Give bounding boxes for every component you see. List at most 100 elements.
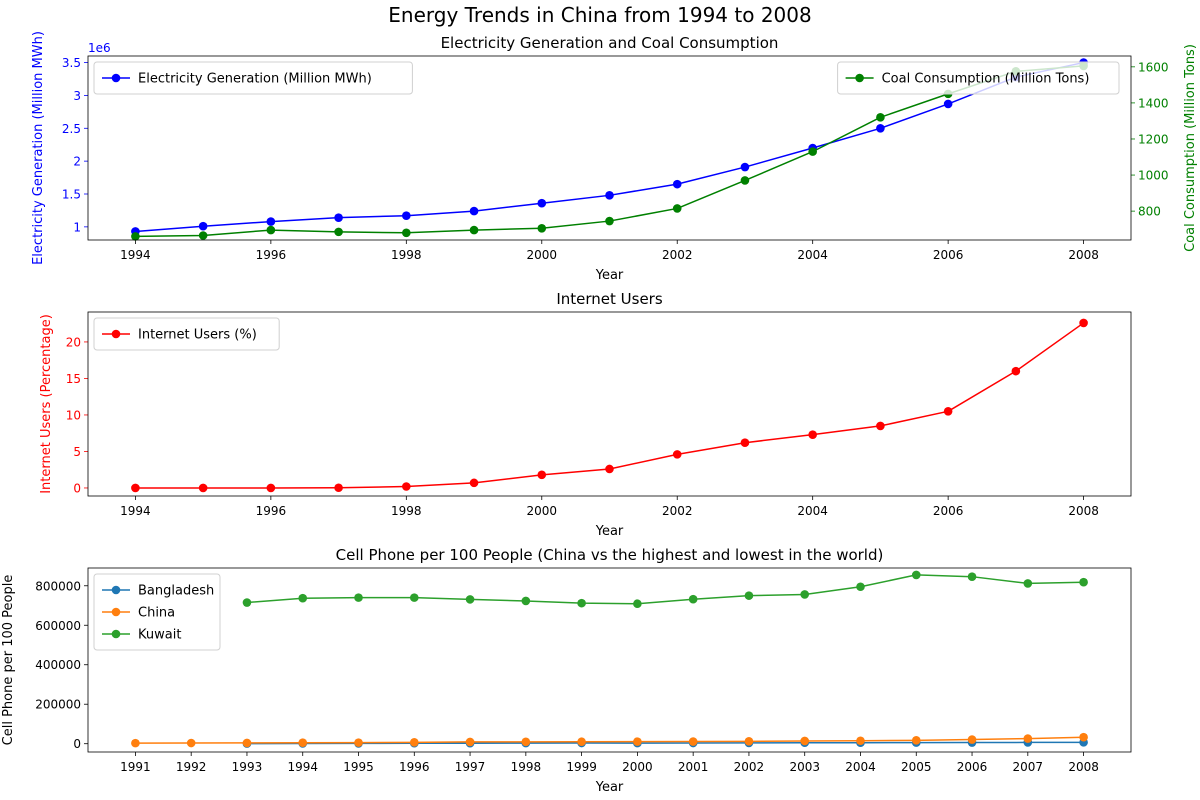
data-point <box>402 482 411 491</box>
data-point <box>605 464 614 474</box>
y-tick-label: 400000 <box>35 658 81 672</box>
x-tick-label: 2002 <box>662 248 693 262</box>
y-axis-label: Cell Phone per 100 People <box>1 575 16 746</box>
data-point <box>911 570 921 580</box>
data-point <box>131 483 140 493</box>
data-point <box>409 593 419 602</box>
data-point <box>633 599 642 609</box>
data-point <box>672 450 682 459</box>
y-tick-label: 800000 <box>35 579 81 593</box>
data-point <box>1079 577 1088 587</box>
x-axis-label: Year <box>595 780 624 795</box>
x-tick-label: 1992 <box>176 760 207 774</box>
x-tick-label: 1994 <box>120 248 151 262</box>
y-tick-label: 2 <box>73 155 81 169</box>
data-point <box>402 228 411 238</box>
y-tick-label: 1 <box>73 220 81 234</box>
chart-2: Internet Users 1994 1996 1998 2000 2002 2004 20… <box>39 290 1132 539</box>
data-point <box>266 225 276 235</box>
data-point <box>469 478 479 488</box>
data-point <box>402 211 411 220</box>
data-point <box>943 407 953 416</box>
x-tick-label: 1995 <box>343 760 374 774</box>
data-point <box>521 596 531 606</box>
y-tick-label: 0 <box>73 737 81 751</box>
data-point <box>1011 366 1021 376</box>
data-point <box>266 217 276 226</box>
data-point <box>198 231 208 240</box>
legend-marker <box>111 585 121 595</box>
data-point <box>876 421 885 431</box>
data-point <box>242 738 252 748</box>
x-tick-label: 1994 <box>287 760 318 774</box>
data-point <box>740 438 750 447</box>
y-offset-text: 1e6 <box>88 41 111 55</box>
x-tick-label: 2004 <box>845 760 876 774</box>
data-point <box>967 572 977 581</box>
legend: Bangladesh China Kuwait <box>93 573 221 651</box>
x-tick-label: 2007 <box>1013 760 1044 774</box>
data-point <box>605 191 614 200</box>
data-point <box>856 582 865 592</box>
x-tick-label: 1996 <box>256 504 287 518</box>
data-point <box>876 123 885 133</box>
data-point <box>198 221 208 231</box>
data-point <box>1023 579 1033 588</box>
x-tick-label: 1998 <box>391 248 422 262</box>
chart-title: Internet Users <box>556 290 663 308</box>
axes-frame <box>87 55 1132 241</box>
axes-frame <box>87 311 1132 497</box>
legend: Electricity Generation (Million MWh) <box>93 61 413 95</box>
x-tick-label: 2008 <box>1068 760 1099 774</box>
data-point <box>537 198 547 208</box>
series-line <box>246 574 1084 605</box>
plots: Electricity Generation and Coal Consumpt… <box>1 31 1198 795</box>
data-point <box>537 470 547 480</box>
y2-tick-label: 1400 <box>1138 96 1169 110</box>
data-point <box>465 737 475 747</box>
series-internet-users- <box>131 318 1088 493</box>
x-tick-label: 2008 <box>1068 504 1099 518</box>
y-tick-label: 3.5 <box>62 56 81 70</box>
chart-1: Electricity Generation and Coal Consumpt… <box>31 31 1198 283</box>
y-axis-label: Internet Users (Percentage) <box>39 314 54 494</box>
data-point <box>537 223 547 233</box>
data-point <box>800 590 810 599</box>
y2-tick-label: 800 <box>1138 205 1161 219</box>
series-line <box>246 741 1084 745</box>
legend-label: Internet Users (%) <box>138 328 257 343</box>
data-point <box>1079 732 1088 742</box>
data-point <box>800 736 810 746</box>
legend-marker <box>111 629 121 639</box>
data-point <box>744 737 754 746</box>
data-point <box>740 176 750 185</box>
data-point <box>186 738 196 748</box>
data-point <box>469 206 479 216</box>
data-point <box>808 147 817 156</box>
data-point <box>633 737 642 746</box>
data-point <box>688 737 698 746</box>
data-point <box>856 736 865 746</box>
y-axis-label: Electricity Generation (Million MWh) <box>31 31 46 265</box>
y-tick-label: 600000 <box>35 619 81 633</box>
data-point <box>242 598 252 607</box>
x-tick-label: 1991 <box>120 760 151 774</box>
x-tick-label: 2004 <box>797 504 828 518</box>
x-tick-label: 2000 <box>526 248 557 262</box>
x-tick-label: 1996 <box>399 760 430 774</box>
legend-marker <box>111 73 121 83</box>
axes-frame <box>87 567 1132 753</box>
chart-title: Electricity Generation and Coal Consumpt… <box>441 34 779 52</box>
data-point <box>465 595 475 604</box>
x-tick-label: 2006 <box>933 248 964 262</box>
y-tick-label: 20 <box>66 335 81 349</box>
data-point <box>334 227 343 237</box>
legend-box <box>93 61 413 95</box>
legend-marker <box>111 607 121 617</box>
chart-3: Cell Phone per 100 People (China vs the … <box>1 546 1132 795</box>
x-tick-label: 1999 <box>566 760 597 774</box>
y2-axis-label: Coal Consumption (Million Tons) <box>1183 44 1198 252</box>
x-tick-label: 1994 <box>120 504 151 518</box>
x-tick-label: 2006 <box>933 504 964 518</box>
